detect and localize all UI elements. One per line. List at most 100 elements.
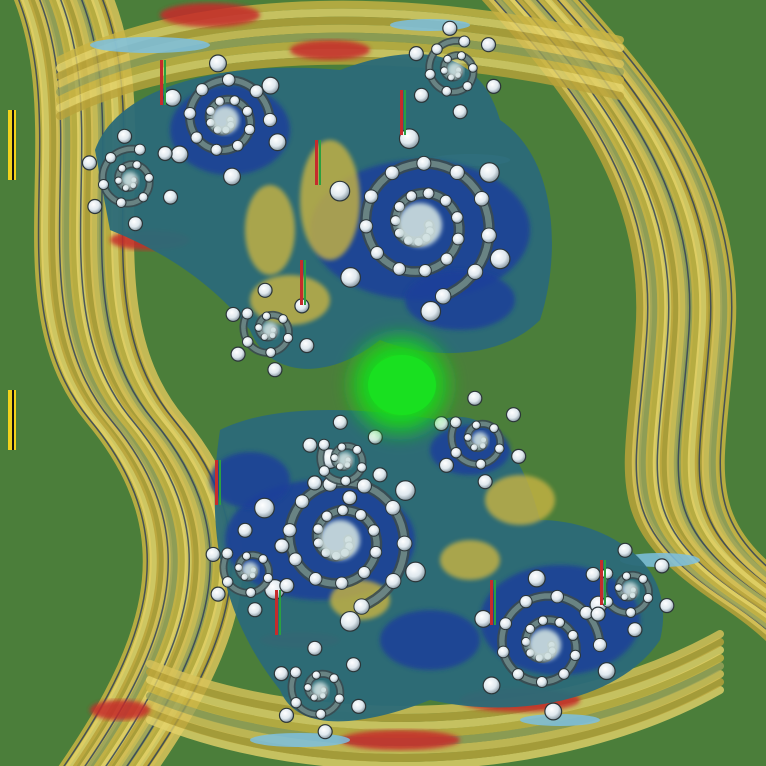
red-line <box>300 260 303 305</box>
big-pearl <box>254 497 275 519</box>
gold-band <box>56 24 624 88</box>
big-pearl <box>654 558 670 574</box>
red-line <box>600 560 603 605</box>
pearl <box>439 194 452 207</box>
pearl <box>441 85 453 97</box>
pearl <box>337 442 347 452</box>
pearl <box>440 66 449 75</box>
gold-band <box>146 638 724 722</box>
spiral-ribbon <box>289 670 343 717</box>
gold-band <box>146 630 724 714</box>
pearl <box>117 163 127 173</box>
pearl <box>451 211 464 224</box>
pearl <box>424 68 436 80</box>
pearl <box>104 151 117 164</box>
band-edge <box>80 0 211 766</box>
spiral-center <box>398 203 442 247</box>
spiral-ribbon <box>449 420 503 467</box>
red-line <box>490 580 493 625</box>
band-edge <box>514 0 766 614</box>
spiral-center <box>529 629 561 661</box>
pearl <box>114 176 123 185</box>
pearl-spiral <box>225 282 315 378</box>
big-pearl <box>225 306 241 323</box>
pearl <box>359 219 374 234</box>
big-pearl <box>230 346 246 362</box>
pearl <box>190 131 203 144</box>
pearl-spiral <box>81 128 179 232</box>
big-pearl <box>274 538 290 554</box>
big-pearl <box>479 162 500 183</box>
gold-band <box>70 0 208 766</box>
pearl <box>369 545 383 559</box>
band-edge <box>577 0 766 567</box>
pearl <box>471 420 481 430</box>
gold-band <box>146 678 724 762</box>
big-pearl <box>527 569 546 588</box>
big-pearl <box>420 300 442 322</box>
red-accent <box>90 700 150 720</box>
pearl <box>354 508 367 522</box>
pearl <box>481 227 497 244</box>
pearl <box>303 683 313 692</box>
big-pearl <box>307 640 323 656</box>
pearl <box>440 252 454 266</box>
pearl <box>245 587 257 598</box>
pearl <box>537 615 549 626</box>
edge-stripe <box>12 110 14 180</box>
big-pearl <box>279 577 295 594</box>
pearl <box>132 160 142 170</box>
gold-band <box>146 646 724 730</box>
big-pearl <box>307 475 323 491</box>
pearl <box>550 589 565 604</box>
spiral-center <box>472 432 488 448</box>
pearl <box>321 510 333 523</box>
center-green-glow <box>340 325 460 445</box>
big-pearl <box>247 602 263 618</box>
pearl <box>431 43 443 55</box>
red-accent <box>290 40 370 60</box>
big-pearl <box>205 546 221 563</box>
spiral-center <box>337 452 353 468</box>
pearl <box>340 475 352 487</box>
gold-fill <box>245 185 295 275</box>
pearl <box>473 190 490 207</box>
big-pearl <box>486 78 502 94</box>
pearl <box>356 478 372 494</box>
pearl <box>363 189 379 204</box>
gold-fill <box>440 540 500 580</box>
big-pearl <box>544 702 563 721</box>
pearl <box>554 617 566 628</box>
blue-swirl <box>380 610 480 670</box>
big-pearl <box>659 597 675 614</box>
pearl <box>318 465 331 477</box>
pearl <box>138 192 149 203</box>
band-edge <box>556 0 766 584</box>
pearl <box>317 438 330 451</box>
big-pearl <box>452 104 468 120</box>
big-pearl <box>317 724 333 740</box>
big-pearl <box>590 606 606 622</box>
green-line <box>404 90 406 135</box>
pearl <box>214 96 225 107</box>
big-pearl <box>278 707 295 723</box>
edge-stripe <box>12 390 14 450</box>
pearl-spiral <box>474 569 616 721</box>
pearl <box>278 314 288 324</box>
pearl <box>567 629 579 641</box>
big-pearl <box>267 362 283 378</box>
pearl <box>115 197 127 208</box>
pearl <box>625 607 637 618</box>
pearl <box>336 504 349 517</box>
gold-band <box>56 32 624 96</box>
pearl <box>144 172 154 183</box>
big-pearl <box>372 467 388 483</box>
big-pearl <box>489 248 511 270</box>
big-pearl <box>273 666 289 682</box>
pearl <box>385 500 401 516</box>
pearl <box>638 574 648 584</box>
pearl <box>418 264 432 278</box>
gold-band <box>544 0 766 594</box>
big-pearl <box>81 155 98 171</box>
big-pearl <box>413 87 430 103</box>
